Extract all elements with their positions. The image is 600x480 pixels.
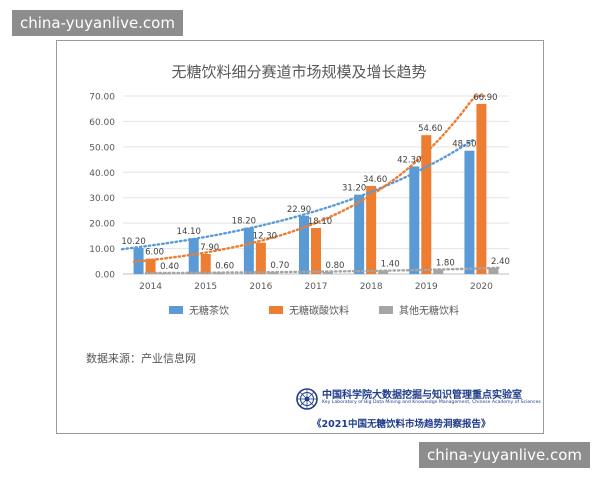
data-label: 0.40 (160, 262, 179, 272)
bar-1 (464, 150, 475, 274)
y-tick-label: 50.00 (89, 143, 115, 153)
chart: 无糖饮料细分赛道市场规模及增长趋势 0.00 10.00 20.00 30.00 40.… (89, 63, 510, 317)
data-label: 10.20 (121, 237, 145, 247)
data-label: 1.80 (436, 258, 455, 268)
y-tick-label: 30.00 (89, 194, 115, 204)
source-note: 数据来源：产业信息网 (86, 352, 196, 365)
bar-1 (354, 194, 365, 274)
data-label: 42.30 (397, 155, 421, 165)
legend-swatch (269, 306, 283, 314)
bar-3 (488, 267, 499, 274)
data-label: 54.60 (418, 124, 442, 134)
data-label: 31.20 (342, 184, 366, 194)
data-label: 22.90 (287, 205, 311, 215)
data-label: 2.40 (491, 257, 510, 267)
y-tick-label: 20.00 (89, 220, 115, 230)
y-tick-label: 10.00 (89, 245, 115, 255)
bar-1 (299, 215, 309, 274)
lab-name: 中国科学院大数据挖掘与知识管理重点实验室 (322, 390, 522, 401)
y-tick-label: 40.00 (89, 169, 115, 179)
data-label: 66.90 (473, 93, 497, 103)
chart-title: 无糖饮料细分赛道市场规模及增长趋势 (171, 63, 426, 81)
bar-1 (188, 238, 199, 274)
bar-2 (421, 135, 432, 274)
data-label: 6.00 (145, 248, 164, 258)
x-tick-label: 2016 (249, 282, 272, 292)
y-tick-label: 0.00 (95, 271, 115, 281)
chart-card: 无糖饮料细分赛道市场规模及增长趋势 0.00 10.00 20.00 30.00 40.… (56, 40, 544, 434)
x-tick-label: 2018 (360, 282, 383, 292)
bar-2 (476, 103, 487, 274)
data-label: 12.30 (253, 232, 277, 242)
x-tick-label: 2019 (415, 282, 438, 292)
y-tick-label: 60.00 (89, 118, 115, 128)
data-label: 0.60 (215, 261, 234, 271)
bar-3 (378, 270, 389, 274)
data-label: 18.20 (232, 217, 256, 227)
legend: 无糖茶饮 无糖碳酸饮料 其他无糖饮料 (169, 304, 459, 317)
lab-name-en: Key Laboratory of Big Data Mining and Kn… (322, 400, 541, 405)
data-label: 14.10 (177, 227, 201, 237)
lab-logo: 中国科学院大数据挖掘与知识管理重点实验室 Key Laboratory of B… (296, 386, 541, 430)
bar-2 (200, 253, 211, 274)
bar-3 (157, 272, 168, 274)
trendline-2 (132, 94, 489, 264)
trendline-3 (144, 266, 501, 275)
legend-label: 其他无糖饮料 (399, 304, 459, 317)
bar-1 (243, 227, 254, 274)
bar-1 (409, 166, 420, 274)
x-tick-label: 2014 (139, 282, 162, 292)
bar-3 (323, 271, 333, 274)
watermark-top: china-yuyanlive.com (12, 10, 183, 36)
y-tick-label: 70.00 (89, 93, 115, 103)
data-label: 48.50 (452, 140, 476, 150)
watermark-bottom: china-yuyanlive.com (419, 442, 590, 468)
trendline-1 (120, 137, 477, 251)
trendlines (120, 94, 501, 275)
legend-swatch (169, 306, 183, 314)
data-label: 0.80 (326, 261, 345, 271)
bar-2 (311, 227, 321, 274)
y-axis: 0.00 10.00 20.00 30.00 40.00 50.00 60.00 70.00 (89, 93, 115, 281)
bars (133, 103, 499, 274)
data-label: 0.70 (270, 261, 289, 271)
x-tick-label: 2020 (470, 282, 493, 292)
x-tick-label: 2015 (194, 282, 217, 292)
data-label: 18.10 (308, 217, 332, 227)
legend-swatch (379, 306, 393, 314)
data-label: 1.40 (381, 259, 400, 269)
x-axis: 2014 2015 2016 2017 2018 2019 2020 (139, 282, 493, 292)
data-label: 34.60 (363, 175, 387, 185)
bar-2 (366, 186, 377, 274)
bar-2 (255, 242, 266, 274)
data-labels: 10.206.00 0.40 14.10 7.90 0.60 18.20 12.30 0.70… (121, 93, 509, 272)
cas-emblem-icon (296, 388, 318, 410)
data-label: 7.90 (200, 243, 219, 253)
bar-2 (145, 258, 156, 274)
bar-3 (433, 269, 444, 274)
legend-label: 无糖碳酸饮料 (289, 304, 349, 317)
report-title: 《2021中国无糖饮料市场趋势洞察报告》 (312, 419, 491, 430)
x-tick-label: 2017 (305, 282, 328, 292)
legend-label: 无糖茶饮 (189, 304, 229, 317)
